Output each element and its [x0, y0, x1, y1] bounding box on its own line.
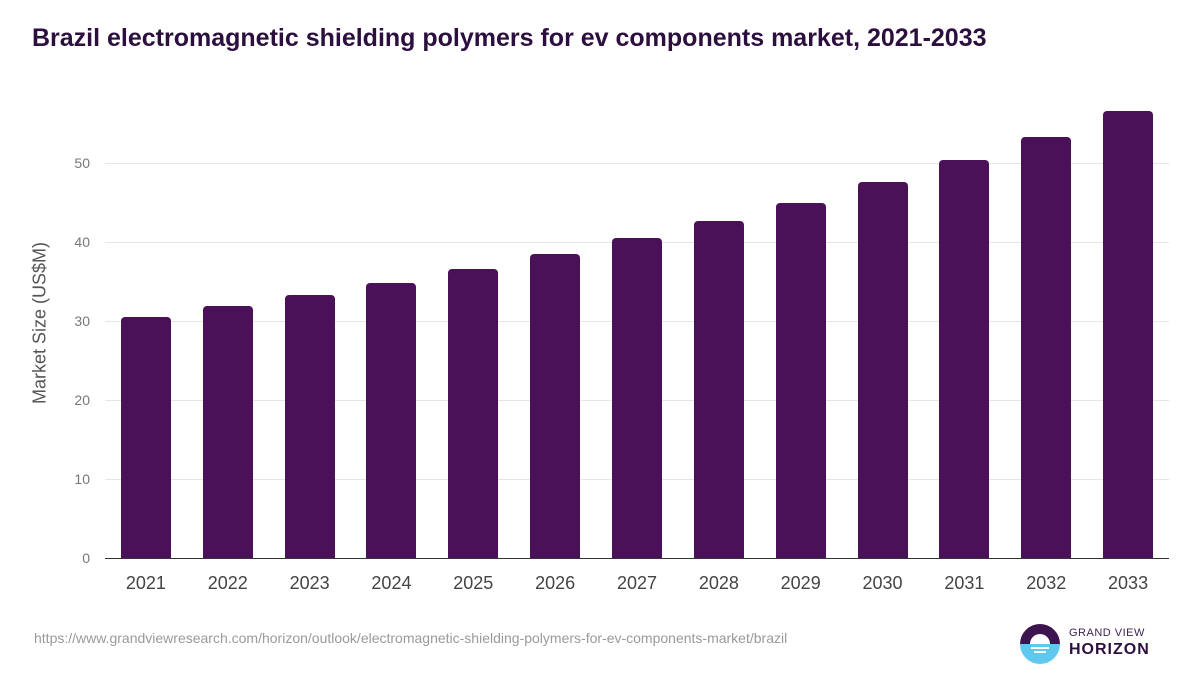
gridline [105, 163, 1169, 164]
x-tick-label: 2032 [1026, 573, 1067, 593]
bar-2033[interactable] [1103, 110, 1154, 558]
y-axis-label: Market Size (US$M) [29, 241, 50, 405]
x-tick-label: 2027 [616, 573, 658, 593]
x-tick-label: 2031 [944, 573, 985, 593]
bar-2030[interactable] [857, 181, 908, 558]
bar-2021[interactable] [120, 317, 171, 558]
bar-2029[interactable] [775, 203, 826, 558]
bar-2022[interactable] [202, 305, 253, 558]
y-tick-label: 30 [74, 313, 90, 329]
bar-2025[interactable] [448, 268, 499, 558]
bar-2028[interactable] [693, 220, 744, 558]
x-tick-label: 2024 [371, 573, 412, 593]
x-tick-label: 2023 [289, 573, 330, 593]
y-tick-label: 0 [82, 550, 90, 566]
y-tick-label: 50 [74, 155, 90, 171]
logo-text-horizon: HORIZON [1069, 641, 1150, 658]
bar-2023[interactable] [284, 294, 335, 558]
x-tick-label: 2028 [698, 573, 739, 593]
bar-2026[interactable] [530, 253, 581, 558]
y-tick-label: 40 [74, 234, 90, 250]
y-tick-label: 20 [74, 392, 90, 408]
x-axis-line [105, 558, 1169, 559]
y-tick-label: 10 [74, 471, 90, 487]
horizon-logo-icon [1020, 624, 1060, 664]
bar-2031[interactable] [939, 159, 990, 558]
logo-text-grand-view: GRAND VIEW [1069, 627, 1145, 639]
grand-view-horizon-logo: GRAND VIEW HORIZON [1020, 623, 1155, 665]
x-tick-label: 2029 [780, 573, 821, 593]
x-tick-label: 2022 [207, 573, 248, 593]
source-url: https://www.grandviewresearch.com/horizo… [34, 630, 788, 646]
bar-2027[interactable] [612, 238, 662, 558]
x-tick-label: 2025 [453, 573, 494, 593]
bar-2024[interactable] [366, 283, 417, 558]
x-tick-label: 2030 [862, 573, 903, 593]
x-tick-label: 2021 [125, 573, 166, 593]
x-tick-label: 2026 [535, 573, 576, 593]
bar-2032[interactable] [1021, 136, 1072, 558]
x-tick-label: 2033 [1108, 573, 1149, 593]
chart-title: Brazil electromagnetic shielding polymer… [32, 24, 987, 52]
